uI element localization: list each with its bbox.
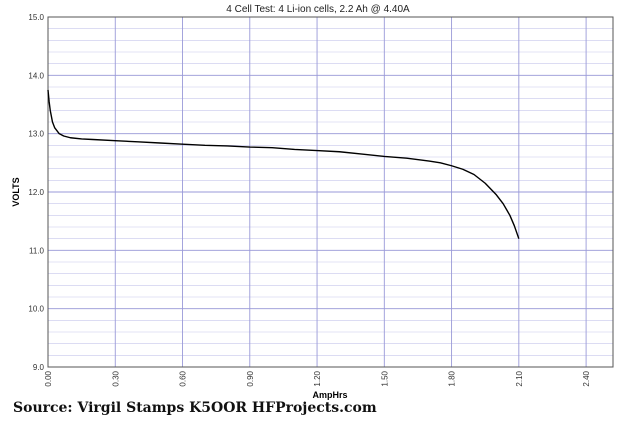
x-tick-label: 1.20	[313, 370, 322, 386]
y-tick-label: 14.0	[28, 71, 44, 80]
plot-frame	[47, 16, 614, 368]
series-line	[47, 89, 520, 239]
chart-title: 4 Cell Test: 4 Li-ion cells, 2.2 Ah @ 4.…	[226, 4, 410, 15]
x-tick-label: 2.10	[515, 370, 524, 386]
x-tick-label: 0.90	[246, 370, 255, 386]
y-axis-label: VOLTS	[11, 177, 21, 206]
y-tick-label: 12.0	[28, 188, 44, 197]
x-tick-label: 0.30	[111, 370, 120, 386]
series-group	[47, 89, 520, 239]
y-tick-labels: 9.0 10.0 11.0 12.0 13.0 14.0 15.0	[28, 13, 44, 372]
x-tick-label: 0.00	[44, 370, 53, 386]
y-tick-label: 11.0	[29, 246, 45, 255]
x-tick-label: 2.40	[582, 370, 591, 386]
source-caption: Source: Virgil Stamps K5OOR HFProjects.c…	[13, 400, 377, 416]
x-tick-label: 1.80	[448, 370, 457, 386]
x-tick-label: 1.50	[380, 370, 389, 386]
y-tick-label: 15.0	[28, 13, 44, 22]
x-tick-labels: 0.00 0.30 0.60 0.90 1.20 1.50 1.80 2.10 2.40	[44, 370, 591, 386]
x-tick-label: 0.60	[179, 370, 188, 386]
x-axis-label: AmpHrs	[312, 390, 347, 400]
y-tick-label: 10.0	[28, 305, 44, 314]
y-tick-label: 13.0	[28, 130, 44, 139]
y-tick-label: 9.0	[33, 363, 45, 372]
